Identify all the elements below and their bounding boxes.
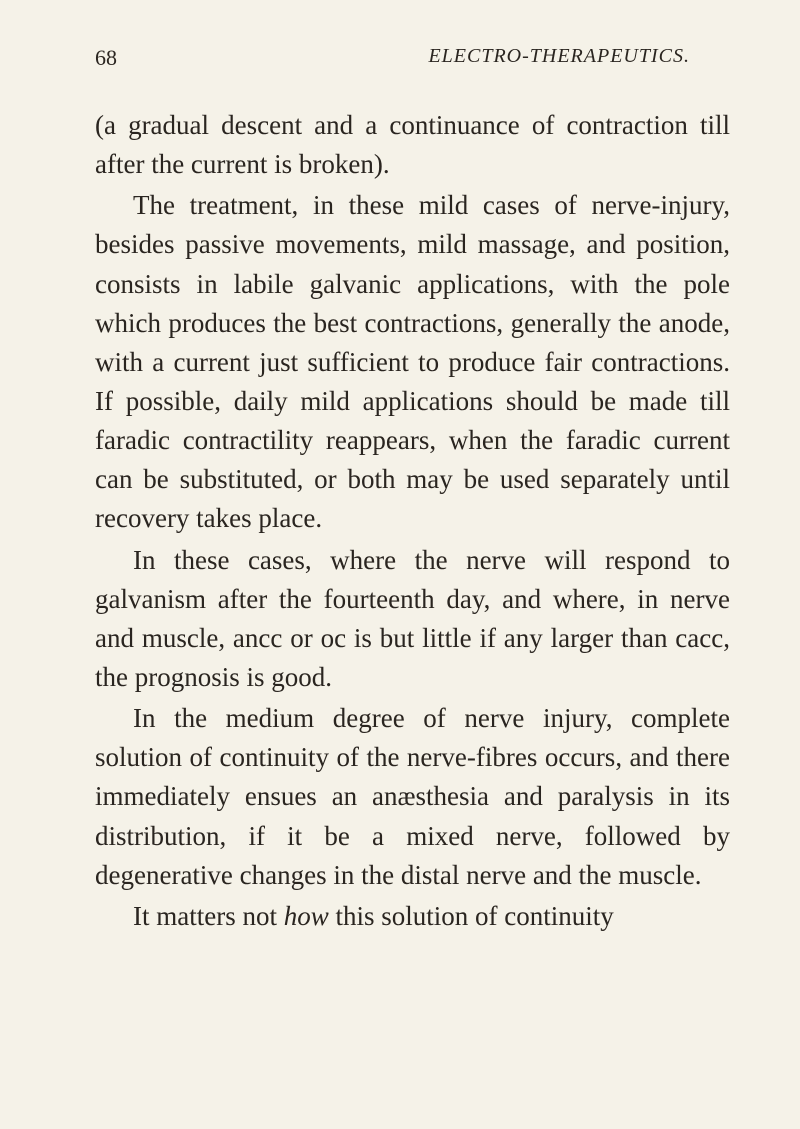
p5-prefix: It matters not	[133, 901, 284, 931]
paragraph-2: The treatment, in these mild cases of ne…	[95, 186, 730, 538]
paragraph-1: (a gradual descent and a continuance of …	[95, 106, 730, 184]
paragraph-3: In these cases, where the nerve will res…	[95, 541, 730, 698]
paragraph-5: It matters not how this solution of cont…	[95, 897, 730, 936]
page-header: 68 ELECTRO-THERAPEUTICS.	[95, 45, 730, 71]
running-title: ELECTRO-THERAPEUTICS.	[428, 45, 690, 71]
body-text: (a gradual descent and a continuance of …	[95, 106, 730, 936]
p5-suffix: this solution of continuity	[329, 901, 614, 931]
paragraph-4: In the medium degree of nerve injury, co…	[95, 699, 730, 895]
page-number: 68	[95, 45, 117, 71]
p5-italic: how	[284, 901, 329, 931]
